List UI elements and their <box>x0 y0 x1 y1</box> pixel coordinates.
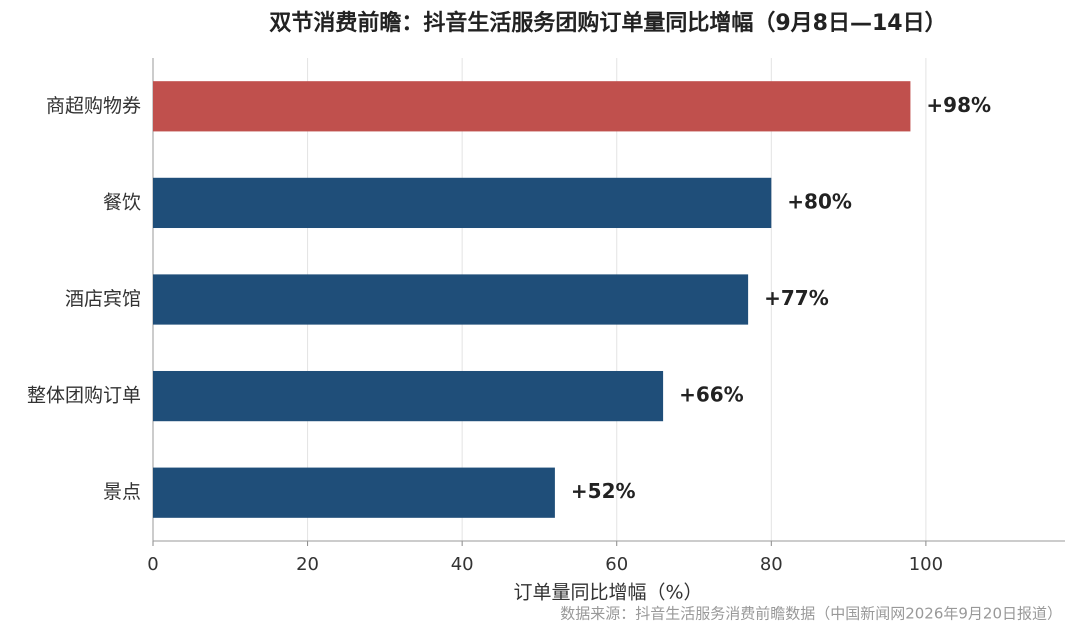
x-tick-label: 80 <box>760 554 783 575</box>
x-tick-label: 20 <box>296 554 319 575</box>
bar <box>153 81 911 132</box>
source-note: 数据来源：抖音生活服务消费前瞻数据（中国新闻网2026年9月20日报道） <box>560 605 1062 623</box>
x-tick-label: 0 <box>147 554 158 575</box>
bar <box>153 370 664 422</box>
bar <box>153 177 772 229</box>
value-label: +52% <box>571 479 636 503</box>
x-tick-label: 40 <box>451 554 474 575</box>
x-tick-label: 60 <box>605 554 628 575</box>
value-label: +66% <box>679 383 744 407</box>
chart-title: 双节消费前瞻：抖音生活服务团购订单量同比增幅（9月8日—14日） <box>269 10 946 36</box>
y-tick-label: 餐饮 <box>103 191 141 213</box>
value-label: +80% <box>787 189 852 213</box>
value-label: +77% <box>764 286 829 310</box>
value-label: +98% <box>926 93 991 117</box>
y-tick-label: 酒店宾馆 <box>65 288 141 310</box>
y-tick-label: 商超购物券 <box>46 95 141 117</box>
bar <box>153 274 749 325</box>
x-tick-label: 100 <box>909 554 943 575</box>
x-axis-label: 订单量同比增幅（%） <box>513 582 702 604</box>
y-tick-label: 整体团购订单 <box>27 385 141 407</box>
y-tick-label: 景点 <box>103 481 141 503</box>
bar <box>153 467 555 518</box>
